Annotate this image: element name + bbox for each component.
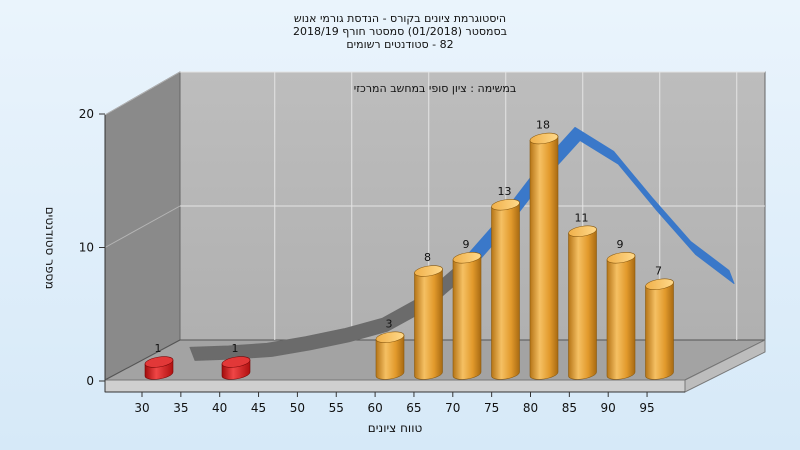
- grid-lines: [104, 71, 765, 340]
- bar: [414, 265, 443, 380]
- side-wall: [104, 71, 181, 381]
- data-label: 13: [498, 185, 512, 198]
- x-tick-label: 45: [251, 401, 266, 415]
- subtitle-line: בסמסטר (01/2018) סמסטר חורף 2018/19: [293, 25, 507, 38]
- floor-right-edge: [684, 339, 766, 393]
- bar: [221, 356, 251, 380]
- bar: [452, 252, 482, 380]
- bar-top: [221, 356, 251, 368]
- x-tick-label: 85: [562, 401, 577, 415]
- x-tick-label: 65: [406, 401, 421, 415]
- x-axis-title: טווח ציונים: [368, 421, 423, 435]
- bar-body: [645, 281, 674, 380]
- y-axis: 0 10 20: [79, 107, 106, 392]
- bar-top: [606, 252, 636, 264]
- bar: [645, 278, 674, 380]
- bar-body: [606, 255, 636, 380]
- bar: [606, 252, 636, 380]
- y-tick-label: 0: [86, 374, 94, 388]
- title-line: היסטוגרמת ציונים בקורס - הנדסת גורמי אנו…: [294, 12, 506, 25]
- bar: [491, 199, 520, 380]
- bar-top: [144, 356, 174, 368]
- bar-body: [529, 136, 559, 380]
- data-label: 9: [463, 238, 470, 251]
- y-tick-label: 20: [79, 107, 94, 121]
- bar-top: [491, 199, 520, 211]
- y-tick-label: 10: [79, 241, 94, 255]
- x-tick-label: 60: [367, 401, 382, 415]
- x-tick-label: 35: [173, 401, 188, 415]
- bar: [375, 331, 405, 380]
- bar-top: [568, 225, 597, 237]
- x-tick-label: 55: [329, 401, 344, 415]
- x-axis: 30 35 40 45 50 55 60 65 70 75 80 85 90 95: [105, 391, 685, 415]
- x-tick-label: 95: [639, 401, 654, 415]
- bar: [529, 132, 559, 380]
- x-tick-label: 30: [134, 401, 149, 415]
- data-label: 1: [232, 342, 239, 355]
- bar-top: [645, 278, 674, 290]
- students-count-line: 82 - סטודנטים רשומים: [346, 38, 453, 51]
- x-tick-label: 40: [212, 401, 227, 415]
- bar-body: [491, 202, 520, 380]
- bar-top: [529, 132, 559, 145]
- y-axis-title: מספר סטודנטים: [43, 207, 57, 290]
- data-label: 8: [424, 251, 431, 264]
- data-label: 18: [536, 119, 550, 132]
- bar-body: [568, 228, 597, 380]
- x-tick-labels: 30 35 40 45 50 55 60 65 70 75 80 85 90 95: [134, 392, 655, 415]
- bar: [144, 356, 174, 380]
- chart-title: היסטוגרמת ציונים בקורס - הנדסת גורמי אנו…: [293, 12, 507, 51]
- bar-top: [375, 331, 405, 343]
- x-tick-label: 50: [290, 401, 305, 415]
- bar-body: [452, 255, 482, 380]
- data-label: 3: [386, 317, 393, 330]
- floor-front-edge: [104, 379, 686, 393]
- data-label: 11: [575, 211, 589, 224]
- bars: [144, 132, 674, 380]
- data-label: 1: [155, 342, 162, 355]
- bar-top: [414, 265, 443, 277]
- bar-body: [414, 268, 443, 380]
- x-tick-label: 80: [523, 401, 538, 415]
- x-tick-label: 90: [601, 401, 616, 415]
- data-label: 9: [617, 238, 624, 251]
- y-tick-labels: 0 10 20: [79, 107, 105, 388]
- bar: [568, 225, 597, 380]
- grid-line-side: [104, 205, 181, 248]
- grid-line-side: [104, 71, 181, 116]
- data-label: 7: [655, 264, 662, 277]
- x-tick-label: 70: [445, 401, 460, 415]
- bar-body: [375, 334, 405, 380]
- bar-top: [452, 252, 482, 264]
- x-tick-label: 75: [484, 401, 499, 415]
- chart-annotation: במשימה : ציון סופי במחשב המרכזי: [354, 82, 517, 95]
